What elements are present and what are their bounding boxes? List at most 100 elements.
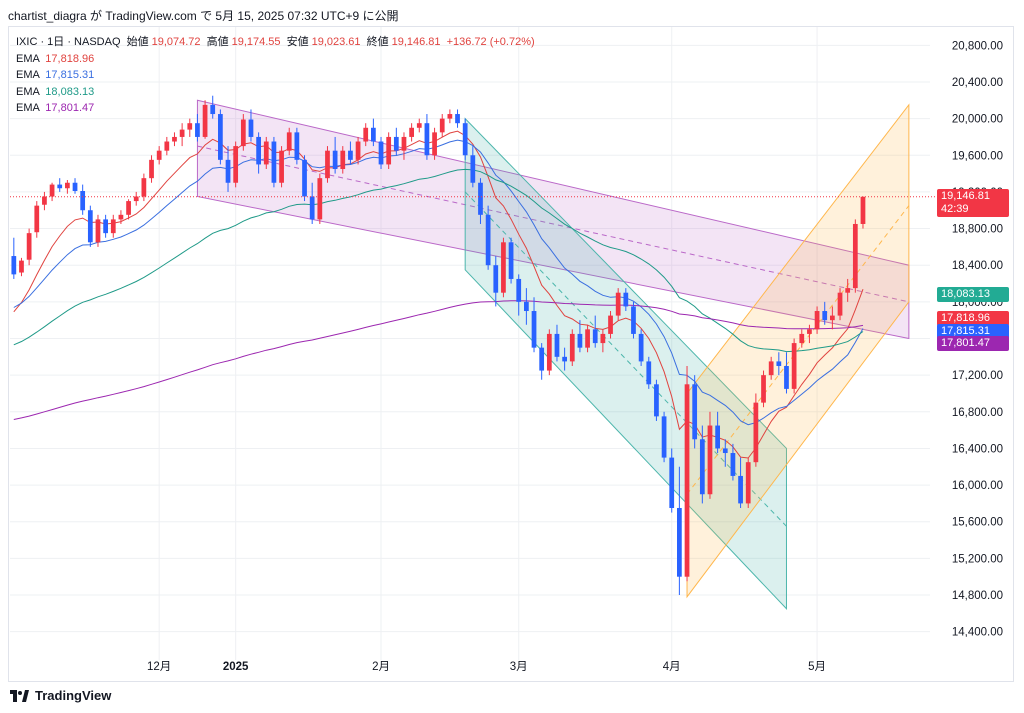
- y-tick-label: 16,000.00: [952, 480, 1003, 492]
- price-tag: 19,146.81 42:39: [937, 188, 1009, 217]
- candle-body: [860, 196, 866, 224]
- candle-body: [218, 114, 223, 160]
- candle-body: [80, 190, 86, 211]
- orange-channel-midline: [686, 205, 910, 495]
- x-tick-label: 3月: [510, 661, 528, 673]
- candle-body: [34, 205, 40, 233]
- candle-body: [638, 333, 644, 362]
- candle-body: [432, 132, 437, 156]
- price-tag-value: 17,818.96: [941, 311, 990, 324]
- y-tick-label: 17,200.00: [952, 370, 1003, 382]
- candle-body: [87, 210, 93, 243]
- symbol-label[interactable]: IXIC · 1日 · NASDAQ: [16, 36, 121, 48]
- candle-body: [248, 119, 254, 137]
- candle-body: [363, 127, 369, 142]
- candle-body: [791, 343, 797, 389]
- x-tick-label: 5月: [808, 661, 826, 673]
- y-tick-label: 18,400.00: [952, 260, 1003, 272]
- candle-body: [164, 141, 170, 151]
- tradingview-footer[interactable]: TradingView: [10, 688, 111, 703]
- high-value: 19,174.55: [231, 36, 281, 48]
- close-value: 19,146.81: [391, 36, 441, 48]
- candle-body: [317, 178, 323, 220]
- candle-body: [577, 333, 583, 348]
- candle-body: [325, 150, 330, 179]
- high-label: 高値: [206, 36, 229, 48]
- ohlc-row: IXIC · 1日 · NASDAQ 始値 19,074.72 高値 19,174.…: [16, 34, 535, 51]
- candle-body: [126, 201, 131, 215]
- price-tag-value: 18,083.13: [941, 287, 990, 300]
- ema-label: EMA: [16, 102, 40, 114]
- ema-row-1[interactable]: EMA 17,818.96: [16, 51, 535, 68]
- change-value: +136.72 (+0.72%): [446, 36, 535, 48]
- open-value: 19,074.72: [151, 36, 201, 48]
- candle-body: [524, 301, 529, 312]
- candle-body: [340, 150, 346, 170]
- candle-body: [286, 132, 292, 151]
- y-tick-label: 14,400.00: [952, 627, 1003, 639]
- open-label: 始値: [126, 36, 149, 48]
- x-tick-label: 2月: [372, 661, 390, 673]
- candle-body: [768, 361, 774, 376]
- candle-body: [57, 184, 63, 189]
- candle-body: [141, 178, 147, 197]
- y-tick-label: 19,600.00: [952, 150, 1003, 162]
- candle-body: [202, 104, 208, 137]
- price-tag-countdown: 42:39: [941, 202, 969, 215]
- candle-body: [386, 136, 392, 165]
- candle-body: [501, 242, 506, 293]
- candle-body: [355, 141, 361, 160]
- candle-body: [485, 214, 491, 266]
- candle-body: [110, 219, 116, 234]
- y-tick-label: 14,800.00: [952, 590, 1003, 602]
- candle-body: [837, 292, 843, 316]
- price-tag: 18,083.13: [937, 286, 1009, 302]
- candle-body: [722, 448, 728, 454]
- candle-body: [516, 278, 522, 302]
- candle-body: [738, 475, 743, 504]
- candle-body: [807, 329, 812, 334]
- chart-frame: [8, 26, 1014, 682]
- candle-body: [455, 114, 460, 124]
- candle-body: [684, 384, 690, 577]
- candle-body: [271, 141, 277, 183]
- candle-body: [654, 384, 659, 417]
- candle-body: [65, 182, 70, 189]
- candle-body: [784, 365, 789, 389]
- candle-body: [225, 159, 231, 183]
- x-tick-label: 12月: [147, 661, 171, 673]
- candle-body: [845, 288, 851, 293]
- candle-body: [279, 150, 284, 183]
- candle-body: [179, 129, 185, 137]
- price-tag-value: 17,801.47: [941, 337, 990, 350]
- candle-body: [761, 375, 766, 403]
- candle-body: [569, 333, 575, 362]
- ema-value: 17,801.47: [45, 102, 95, 114]
- candle-body: [799, 333, 805, 344]
- candle-body: [692, 384, 698, 440]
- publish-header: chartist_diagra が TradingView.com で 5月 1…: [8, 9, 399, 23]
- candle-body: [623, 292, 629, 307]
- candle-body: [745, 462, 751, 504]
- candle-body: [608, 315, 613, 334]
- price-tag-value: 19,146.81: [941, 189, 990, 202]
- ema-label: EMA: [16, 69, 40, 81]
- candle-body: [631, 306, 636, 334]
- candle-body: [302, 159, 307, 197]
- candle-body: [19, 260, 24, 273]
- close-label: 終値: [366, 36, 389, 48]
- candle-body: [478, 182, 483, 215]
- x-tick-label: 2025: [223, 661, 249, 673]
- ema-row-4[interactable]: EMA 17,801.47: [16, 100, 535, 117]
- purple-channel-midline: [197, 145, 909, 303]
- candle-body: [699, 439, 705, 495]
- ema-row-2[interactable]: EMA 17,815.31: [16, 67, 535, 84]
- ema-row-3[interactable]: EMA 18,083.13: [16, 84, 535, 101]
- candle-body: [439, 118, 445, 133]
- candle-body: [49, 184, 55, 197]
- candle-body: [661, 416, 667, 458]
- candle-body: [256, 136, 261, 165]
- price-tag: 17,818.96: [937, 310, 1009, 326]
